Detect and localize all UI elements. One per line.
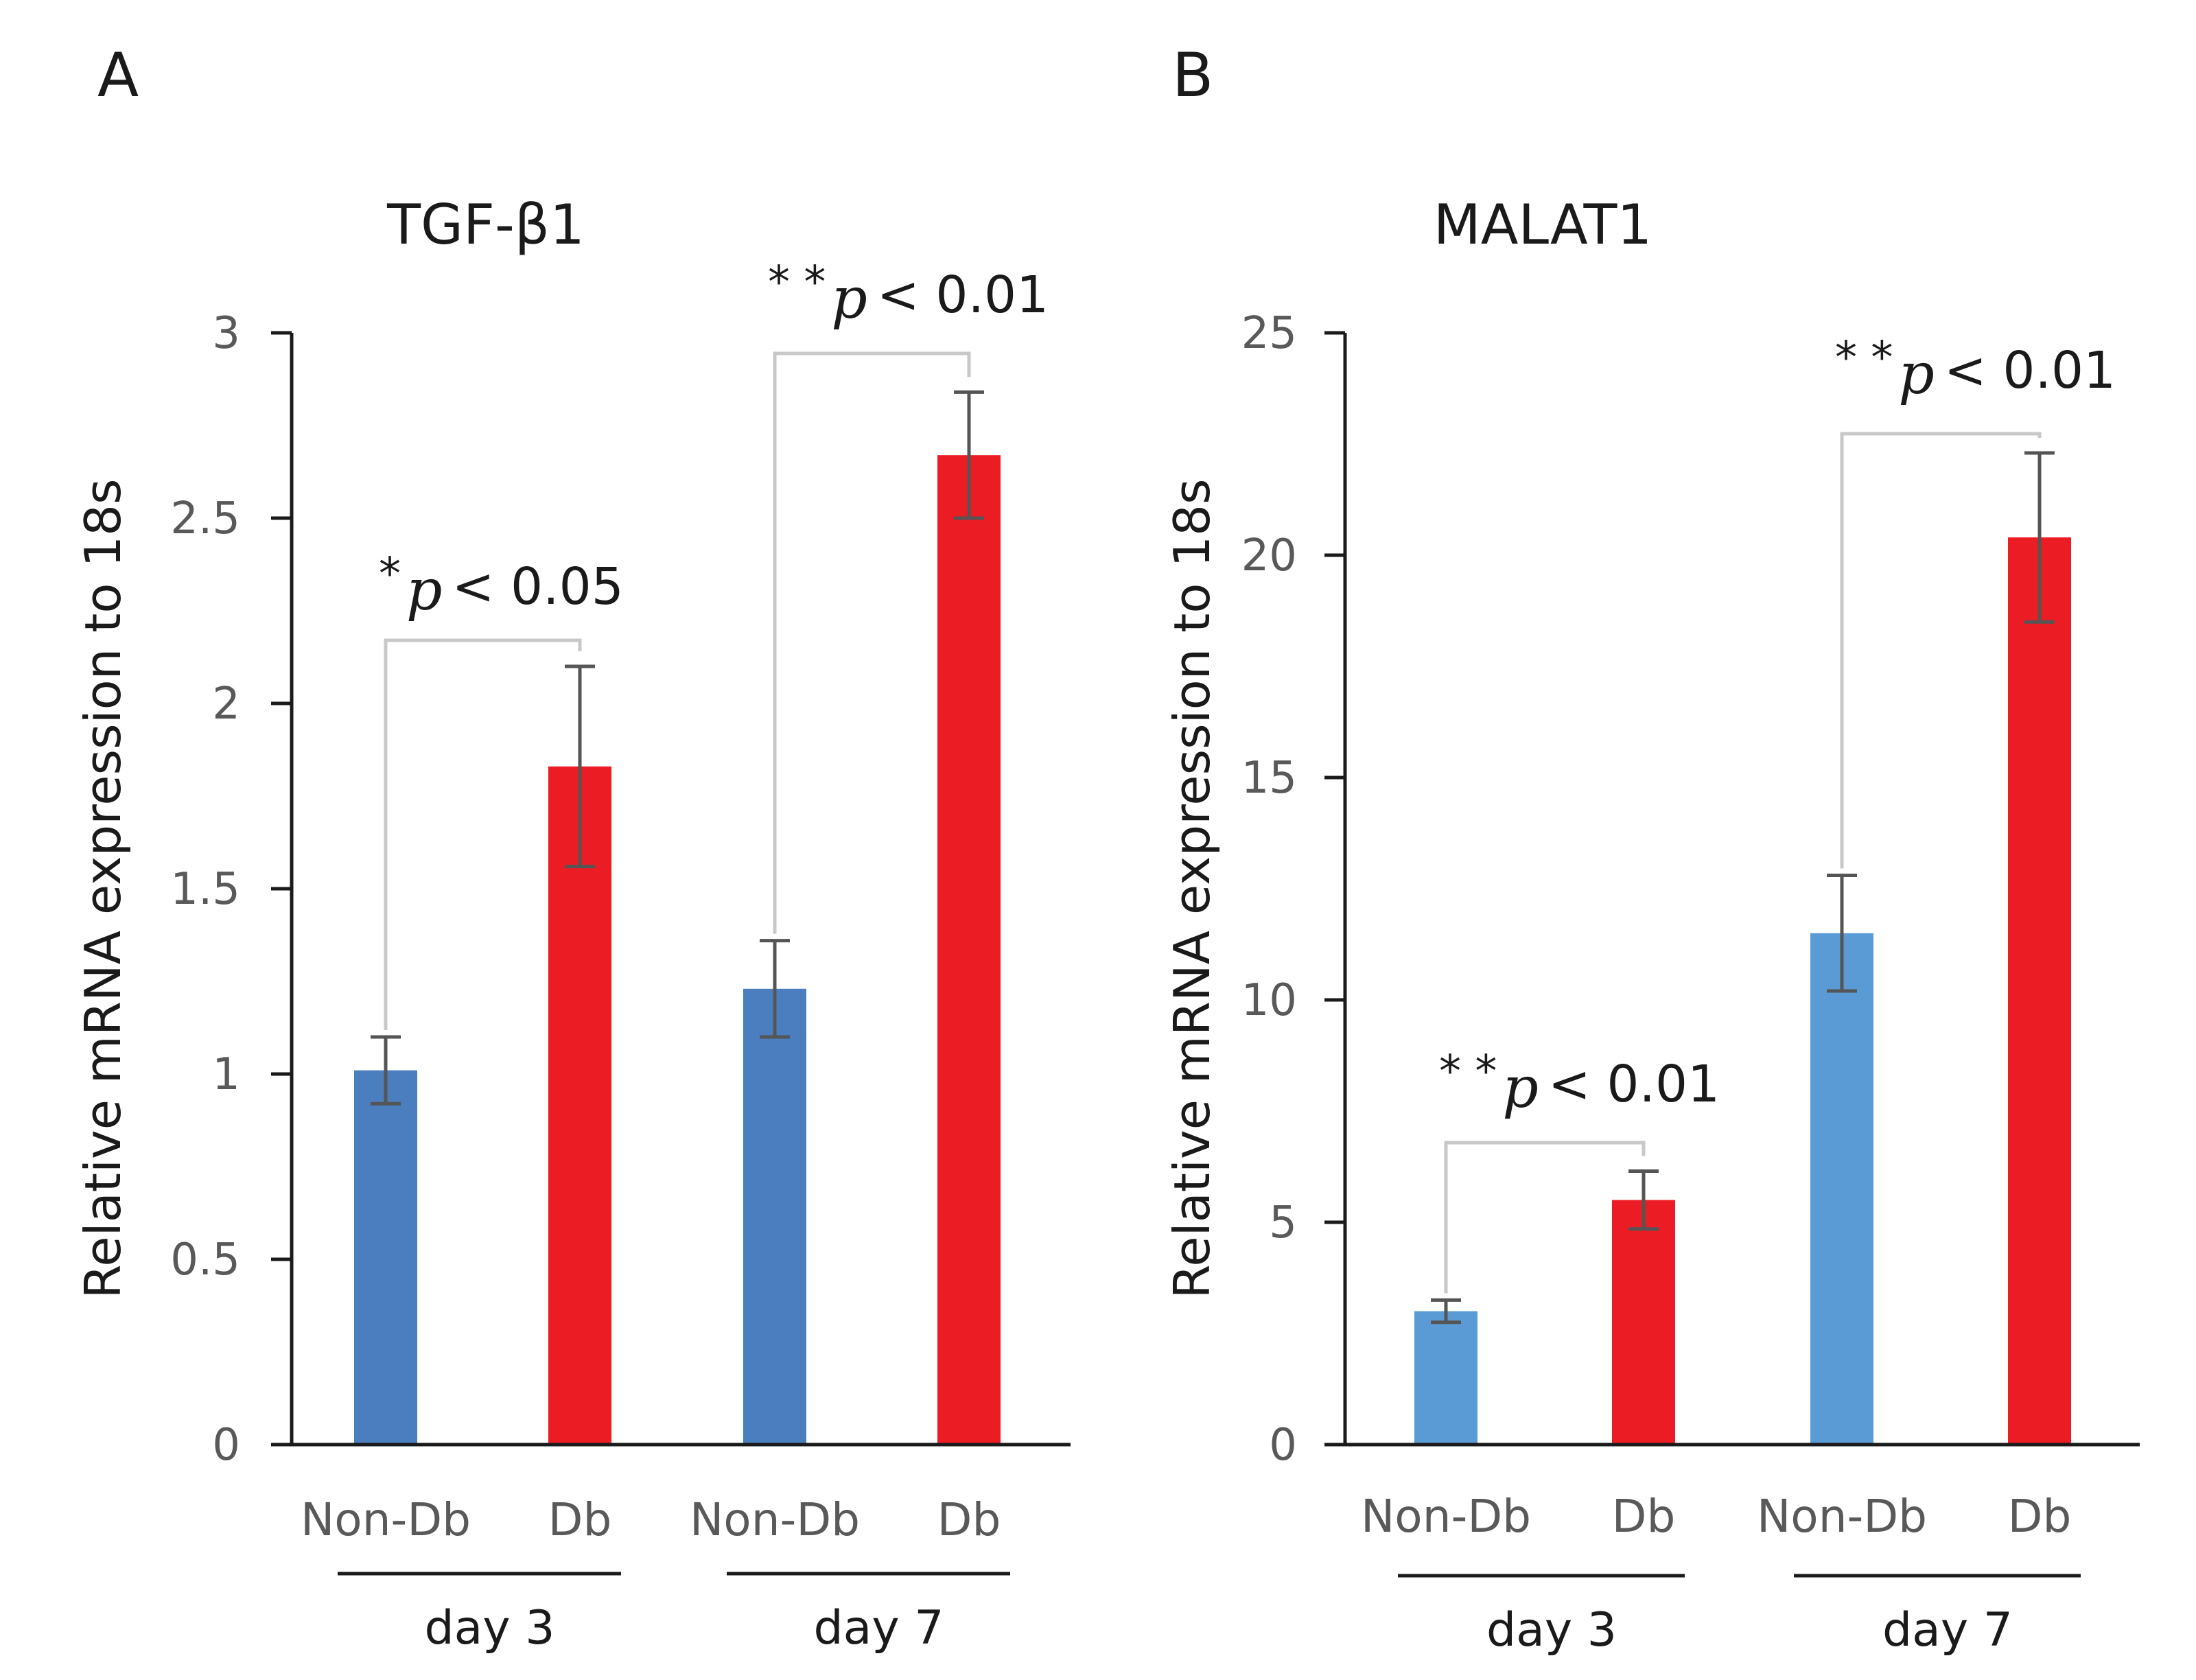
bar-db [2008,537,2071,1445]
significance-stars: * * [768,257,826,308]
y-tick-label: 2.5 [170,493,240,544]
panel-label: B [1172,40,1213,110]
significance-p: p [406,558,443,623]
x-category-label: Non-Db [690,1493,860,1546]
group-label: day 3 [1486,1603,1617,1657]
group-label: day 7 [814,1601,944,1655]
y-tick-label: 10 [1241,975,1297,1026]
y-tick-label: 3 [212,308,240,359]
x-category-label: Db [548,1493,612,1546]
y-tick-label: 1 [212,1049,240,1100]
significance-value: < 0.01 [877,266,1049,325]
significance-p: p [1898,342,1935,407]
y-tick-label: 15 [1241,753,1297,804]
group-label: day 3 [425,1601,555,1655]
significance-value: < 0.05 [452,557,624,616]
significance-bracket [1840,432,2042,869]
x-category-label: Db [1612,1490,1676,1543]
significance-label: * *p < 0.01 [1835,333,2116,407]
panel-b-chart: B MALAT1 Relative mRNA expression to 18s 0 5… [1163,40,2140,1657]
bar-db [937,455,1001,1445]
x-category-label: Non-Db [301,1493,471,1546]
significance-stars: * * [1439,1047,1497,1097]
significance-p: p [1502,1055,1539,1121]
bar-db [1612,1200,1675,1445]
significance-label: * *p < 0.01 [1439,1047,1720,1121]
x-category-label: Non-Db [1361,1490,1531,1543]
panel-a-chart: A TGF-β1 Relative mRNA expression to 18s 0 0… [74,40,1071,1655]
bar-db [548,766,611,1445]
significance-label: *p < 0.05 [379,549,624,623]
x-category-label: Db [2008,1490,2072,1543]
y-tick-label: 0 [1269,1420,1297,1471]
y-tick-label: 20 [1241,530,1297,581]
significance-value: < 0.01 [1548,1055,1720,1114]
y-axis-label: Relative mRNA expression to 18s [74,479,132,1299]
y-tick-label: 0.5 [170,1235,240,1285]
chart-title: MALAT1 [1434,193,1652,257]
bar-non-db [1810,933,1873,1445]
significance-value: < 0.01 [1944,341,2116,400]
bar-non-db [1414,1311,1477,1445]
significance-label: * *p < 0.01 [768,257,1049,331]
significance-stars: * [379,549,401,600]
significance-bracket [1444,1141,1646,1294]
group-label: day 7 [1882,1603,2013,1657]
y-tick-label: 25 [1241,308,1297,359]
y-axis-label: Relative mRNA expression to 18s [1163,479,1221,1299]
y-tick-label: 2 [212,679,240,730]
significance-stars: * * [1835,333,1893,384]
significance-bracket [384,638,582,1030]
x-category-label: Non-Db [1757,1490,1927,1543]
y-tick-label: 0 [212,1420,240,1471]
y-tick-label: 5 [1269,1198,1297,1248]
y-tick-label: 1.5 [170,864,240,915]
bar-non-db [743,988,806,1445]
bar-non-db [354,1070,417,1445]
significance-p: p [831,266,867,331]
significance-bracket [773,351,971,934]
panel-label: A [97,40,139,110]
x-category-label: Db [937,1493,1001,1546]
chart-title: TGF-β1 [386,193,585,257]
